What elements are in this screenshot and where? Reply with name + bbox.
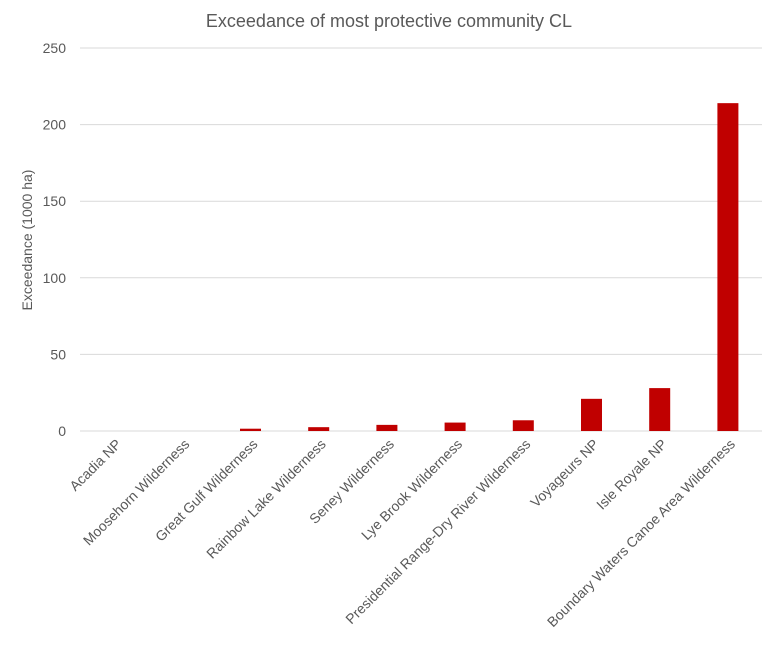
x-category-label: Isle Royale NP	[593, 436, 670, 513]
x-category-label: Acadia NP	[66, 436, 124, 494]
gridlines	[80, 47, 762, 432]
bar	[512, 420, 534, 431]
x-category-label: Rainbow Lake Wilderness	[203, 436, 329, 562]
bar	[240, 428, 261, 431]
y-tick-label: 100	[43, 270, 67, 286]
y-axis-ticks: 0 50 100 150 200 250	[43, 40, 67, 439]
chart-title: Exceedance of most protective community …	[206, 11, 572, 31]
bar	[717, 103, 739, 431]
x-category-label: Voyageurs NP	[527, 436, 602, 511]
y-axis-label: Exceedance (1000 ha)	[19, 170, 35, 311]
y-tick-label: 150	[43, 193, 67, 209]
bar	[308, 427, 330, 431]
bar	[649, 388, 671, 431]
y-tick-label: 200	[43, 117, 67, 133]
bar	[376, 424, 398, 431]
y-tick-label: 0	[58, 423, 66, 439]
bars	[240, 103, 739, 431]
bar	[581, 398, 602, 431]
y-tick-label: 50	[50, 346, 66, 362]
y-tick-label: 250	[43, 40, 67, 56]
bar	[444, 422, 466, 431]
